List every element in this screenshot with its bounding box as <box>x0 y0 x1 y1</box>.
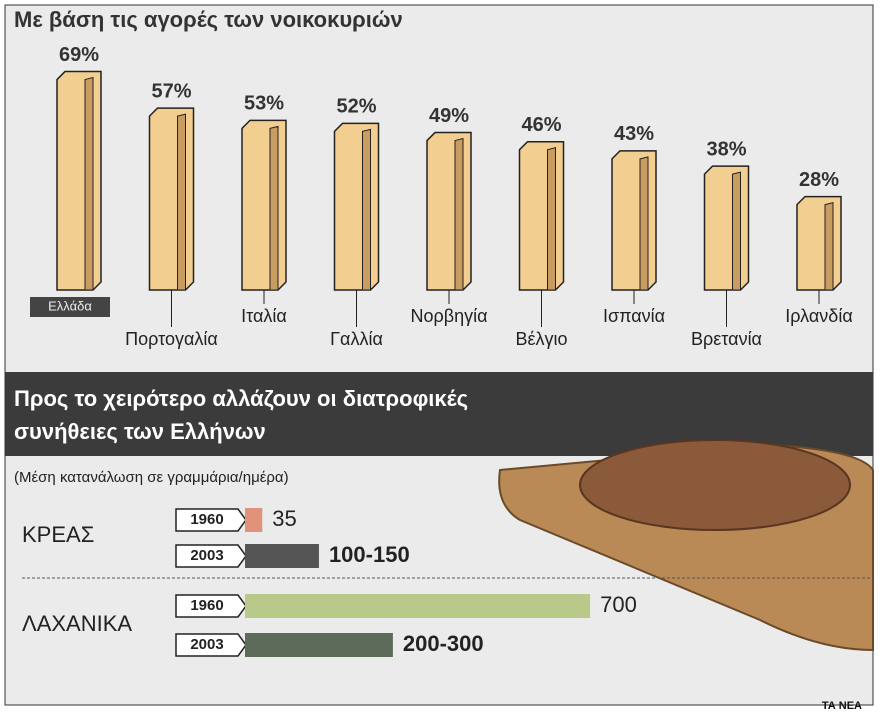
year-tag <box>175 508 247 532</box>
highlight-box <box>30 297 110 317</box>
group-label: ΚΡΕΑΣ <box>22 522 94 547</box>
bar-side <box>269 125 279 291</box>
value-label: 46% <box>521 114 561 136</box>
value-label: 700 <box>600 592 637 617</box>
group-label: ΛΑΧΑΝΙΚΑ <box>22 611 132 636</box>
value-label: 38% <box>706 138 746 160</box>
bar-side <box>732 171 741 291</box>
subtitle: (Μέση κατανάλωση σε γραμμάρια/ημέρα) <box>14 469 289 486</box>
value-label: 28% <box>799 169 839 191</box>
bar <box>245 633 393 657</box>
x-tick-label: Πορτογαλία <box>125 329 218 349</box>
year-label: 2003 <box>190 547 223 564</box>
bar <box>611 150 657 291</box>
value-label: 53% <box>244 93 284 115</box>
value-label: 49% <box>429 105 469 127</box>
section-title: συνήθειες των Ελλήνων <box>14 419 266 444</box>
value-label: 69% <box>59 44 99 66</box>
x-tick-label: Ιρλανδία <box>785 306 852 326</box>
value-label: 43% <box>614 123 654 145</box>
bar <box>148 107 195 291</box>
bar-side <box>639 156 649 291</box>
chart-title: Με βάση τις αγορές των νοικοκυριών <box>14 7 403 32</box>
section-title: Προς το χειρότερο αλλάζουν οι διατροφικέ… <box>14 386 468 411</box>
bar <box>56 70 102 291</box>
bar <box>703 165 750 291</box>
year-label: 1960 <box>190 511 223 528</box>
x-tick-label: Ελλάδα <box>48 298 92 313</box>
bar-side <box>824 201 834 291</box>
bar-side <box>362 128 371 291</box>
x-tick-label: Βέλγιο <box>515 329 567 349</box>
x-tick-label: Βρετανία <box>691 329 762 349</box>
year-label: 1960 <box>190 597 223 614</box>
value-label: 57% <box>151 80 191 102</box>
bar <box>426 131 472 291</box>
bar <box>245 508 263 532</box>
source: ΤΑ ΝΕΑ <box>822 700 862 712</box>
bar <box>518 140 565 291</box>
year-tag <box>175 633 247 657</box>
bar <box>241 119 287 291</box>
bar <box>796 195 842 291</box>
value-label: 35 <box>272 506 296 531</box>
value-label: 52% <box>336 96 376 118</box>
year-tag <box>175 544 247 568</box>
value-label: 200-300 <box>403 631 484 656</box>
bar <box>333 122 380 291</box>
bread-illustration <box>498 439 874 652</box>
bar-side <box>84 76 94 291</box>
bar-side <box>547 147 556 291</box>
bar-side <box>454 137 464 291</box>
year-label: 2003 <box>190 636 223 653</box>
x-tick-label: Ισπανία <box>603 306 665 326</box>
year-tag <box>175 594 247 618</box>
bar-side <box>177 113 186 291</box>
bar <box>245 594 591 618</box>
bar <box>245 544 319 568</box>
x-tick-label: Νορβηγία <box>410 306 487 326</box>
x-tick-label: Ιταλία <box>241 306 287 326</box>
x-tick-label: Γαλλία <box>330 329 383 349</box>
value-label: 100-150 <box>329 542 410 567</box>
